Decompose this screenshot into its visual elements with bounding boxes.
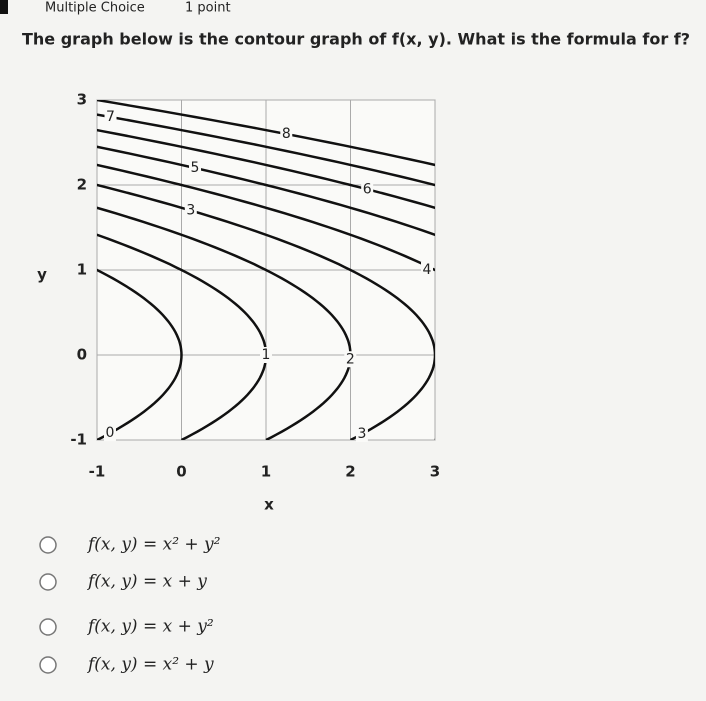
contour-line (97, 128, 435, 210)
contour-label-bg (355, 426, 368, 443)
contour-label: 3 (186, 203, 195, 219)
x-tick-label: 0 (176, 463, 186, 481)
contour-label-bg (104, 109, 117, 125)
contour-line (97, 145, 435, 237)
corner-mark (0, 0, 8, 14)
contour-label: 8 (282, 126, 291, 142)
contour-label: 7 (106, 109, 115, 125)
option-text[interactable]: f(x, y) = x² + y (86, 655, 214, 675)
contour-line (97, 233, 268, 440)
contour-label: 3 (357, 426, 366, 442)
contour-label-bg (184, 202, 197, 219)
y-axis-label: y (37, 266, 47, 284)
y-tick-label: -1 (70, 431, 87, 449)
points: 1 point (185, 1, 231, 16)
option-text[interactable]: f(x, y) = x + y² (86, 617, 214, 637)
contour-chart: -1 0 1 2 3 -1 0 1 2 3 x y 7 8 5 6 3 4 1 2 3 0 (37, 91, 440, 514)
y-tick-label: 3 (77, 91, 87, 109)
option-text[interactable]: f(x, y) = x² + y² (86, 535, 221, 555)
contour-label-bg (260, 347, 272, 363)
x-tick-label: -1 (89, 463, 106, 481)
contour-label-bg (421, 262, 433, 278)
x-tick-label: 3 (430, 463, 440, 481)
radio-button[interactable] (39, 618, 57, 636)
contour-line (97, 268, 183, 440)
y-tick-label: 2 (77, 176, 87, 194)
y-tick-label: 1 (77, 261, 87, 279)
contour-line (97, 183, 435, 440)
contour-label: 4 (423, 262, 432, 278)
contour-label: 6 (363, 181, 372, 197)
contours (97, 100, 435, 440)
contour-label: 0 (106, 425, 115, 441)
x-tick-label: 2 (345, 463, 355, 481)
contour-label: 2 (346, 351, 355, 367)
x-tick-label: 1 (261, 463, 271, 481)
y-tick-label: 0 (77, 346, 87, 364)
contour-line (97, 100, 435, 167)
question-type: Multiple Choice (45, 1, 145, 16)
x-axis-label: x (264, 496, 274, 514)
contour-line (97, 206, 352, 440)
radio-button[interactable] (39, 536, 57, 554)
contour-label-bg (361, 181, 374, 198)
radio-button[interactable] (39, 656, 57, 674)
contour-line (97, 113, 435, 187)
contour-label: 1 (262, 347, 271, 363)
contour-label-bg (280, 126, 293, 142)
option-text[interactable]: f(x, y) = x + y (86, 572, 207, 592)
question-text: The graph below is the contour graph of … (22, 30, 690, 49)
radio-button[interactable] (39, 573, 57, 591)
contour-label-bg (189, 160, 202, 176)
contour-label-bg (103, 425, 116, 442)
contour-label: 5 (191, 160, 200, 176)
options: f(x, y) = x² + y² f(x, y) = x + y f(x, y) … (39, 535, 221, 675)
contour-label-bg (344, 351, 357, 368)
